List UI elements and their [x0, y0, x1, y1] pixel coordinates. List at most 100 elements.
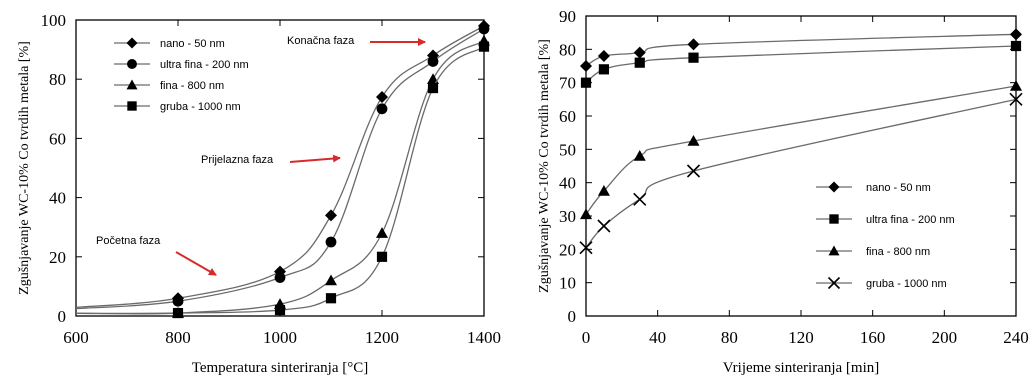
data-point: [172, 295, 184, 307]
x-tick-label: 1400: [467, 328, 501, 347]
y-tick-label: 0: [568, 307, 577, 326]
data-point: [376, 227, 388, 238]
data-point: [274, 304, 286, 316]
data-point: [580, 77, 592, 88]
x-axis-label: Vrijeme sinteriranja [min]: [723, 360, 880, 376]
data-point: [597, 219, 611, 233]
data-point: [633, 46, 646, 59]
legend: nano - 50 nm ultra fina - 200 nm fina - 80…: [816, 181, 955, 290]
legend-marker: [827, 276, 841, 290]
data-point: [580, 60, 592, 72]
legend-label: gruba - 1000 nm: [160, 101, 241, 113]
y-tick-label: 0: [58, 307, 67, 326]
chart-panel-1: 0 40 80 120 160 200 240 0 10 20 30 40 50 60 70 80 90 Vrij…: [537, 7, 1029, 376]
data-point: [633, 192, 647, 206]
data-point: [633, 150, 646, 161]
series-line: [585, 45, 1017, 84]
data-point: [1010, 80, 1022, 91]
x-axis-label: Temperatura sinteriranja [°C]: [192, 360, 369, 376]
chart-panel-0: 600 800 1000 1200 1400 0 20 40 60 80 100 Temperatur…: [17, 11, 501, 376]
data-point: [325, 209, 337, 222]
y-tick-label: 90: [559, 7, 576, 26]
data-point: [686, 164, 701, 178]
data-point: [687, 38, 700, 51]
x-tick-label: 1200: [365, 328, 399, 347]
data-point: [376, 251, 388, 262]
y-tick-label: 20: [559, 240, 576, 259]
data-point: [597, 50, 610, 62]
legend-label: ultra fina - 200 nm: [866, 214, 955, 226]
y-tick-label: 10: [559, 274, 576, 293]
legend-marker: [126, 79, 138, 90]
legend-marker: [828, 245, 840, 256]
series-0: [580, 28, 1022, 72]
y-tick-label: 80: [559, 40, 576, 59]
data-point: [579, 241, 593, 255]
legend-marker: [127, 101, 137, 111]
data-point: [376, 103, 388, 115]
data-point: [427, 73, 439, 84]
x-tick-label: 200: [932, 328, 958, 347]
legend-label: gruba - 1000 nm: [866, 278, 947, 290]
x-tick-label: 40: [649, 328, 666, 347]
y-tick-label: 70: [559, 74, 576, 93]
x-tick-label: 160: [860, 328, 886, 347]
y-tick-label: 40: [559, 174, 576, 193]
x-tick-label: 0: [582, 328, 591, 347]
x-tick-label: 120: [788, 328, 814, 347]
legend-marker: [829, 214, 839, 224]
legend: nano - 50 nm ultra fina - 200 nm fina - 80…: [114, 37, 249, 113]
series-2: [580, 80, 1022, 220]
y-tick-label: 60: [559, 107, 576, 126]
series-3: [579, 92, 1023, 255]
y-tick-label: 60: [49, 129, 66, 148]
x-tick-label: 600: [63, 328, 89, 347]
data-point: [325, 236, 337, 248]
legend-label: ultra fina - 200 nm: [160, 59, 249, 71]
annotation-label: Prijelazna faza: [201, 154, 274, 166]
data-point: [427, 82, 439, 94]
annotation-arrow: [289, 154, 341, 163]
data-point: [427, 56, 439, 67]
data-point: [172, 307, 184, 319]
data-point: [598, 64, 610, 75]
legend-marker: [126, 37, 138, 49]
annotation-label: Početna faza: [96, 235, 161, 247]
annotation-label: Konačna faza: [287, 35, 355, 47]
x-tick-label: 1000: [263, 328, 297, 347]
legend-label: fina - 800 nm: [160, 80, 224, 92]
y-tick-label: 80: [49, 70, 66, 89]
data-point: [325, 274, 337, 286]
data-point: [580, 208, 592, 220]
series-line: [585, 33, 1017, 67]
legend-label: fina - 800 nm: [866, 246, 930, 258]
y-tick-label: 50: [559, 140, 576, 159]
annotation-arrow: [175, 251, 217, 276]
data-point: [688, 52, 699, 63]
data-point: [478, 41, 490, 52]
series-1: [75, 23, 490, 310]
x-tick-label: 800: [165, 328, 191, 347]
x-tick-label: 240: [1003, 328, 1029, 347]
legend-marker: [127, 59, 137, 69]
plot-frame: [585, 15, 1017, 317]
y-tick-label: 30: [559, 207, 576, 226]
data-point: [478, 23, 490, 35]
data-point: [597, 185, 610, 196]
legend-marker: [828, 181, 840, 193]
data-point: [1010, 28, 1022, 41]
series-line: [585, 85, 1017, 215]
y-tick-label: 20: [49, 248, 66, 267]
data-point: [325, 293, 337, 304]
data-point: [1010, 40, 1022, 52]
legend-label: nano - 50 nm: [866, 182, 931, 194]
data-point: [634, 57, 645, 68]
series-3: [75, 41, 490, 319]
y-axis-label: Zgušnjavanje WC-10% Co tvrdih metala [%]: [537, 39, 552, 293]
data-point: [687, 135, 700, 146]
legend-label: nano - 50 nm: [160, 38, 225, 50]
data-point: [274, 272, 286, 283]
x-tick-label: 80: [721, 328, 738, 347]
y-tick-label: 100: [41, 11, 67, 30]
